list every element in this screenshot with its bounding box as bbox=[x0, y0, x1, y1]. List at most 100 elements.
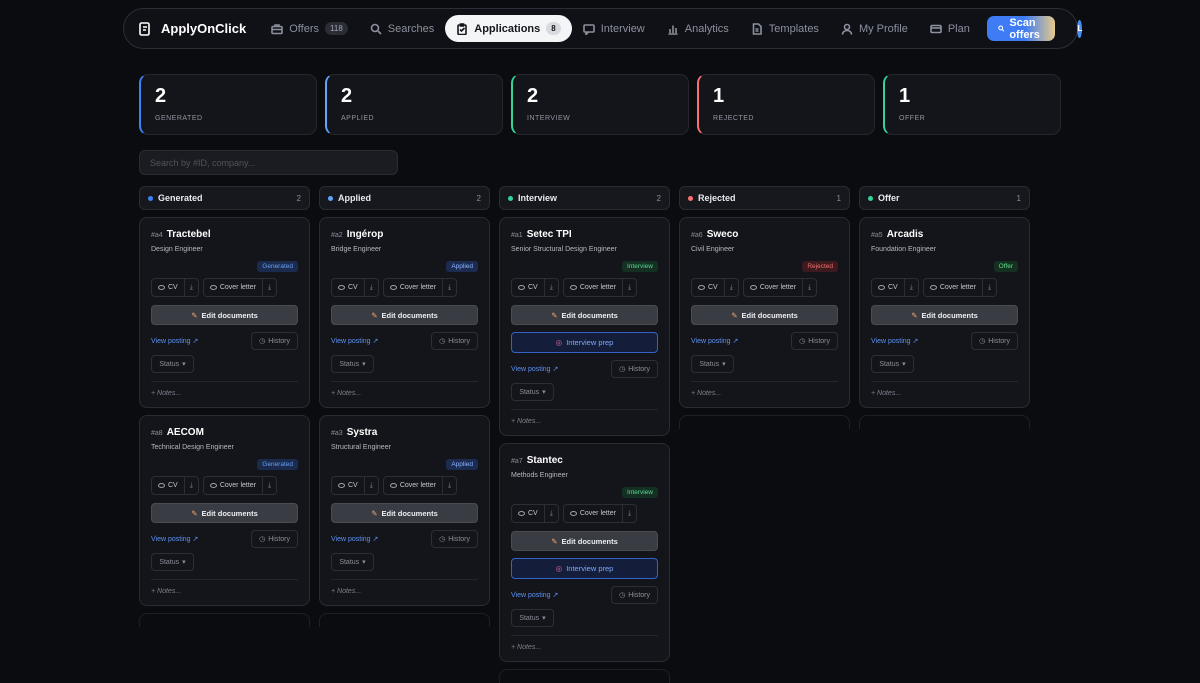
download-icon[interactable]: ⤓ bbox=[723, 279, 738, 296]
history-button[interactable]: ◷ History bbox=[431, 530, 478, 548]
nav-interview[interactable]: Interview bbox=[572, 15, 656, 42]
application-card[interactable]: #a5 Arcadis Foundation Engineer Offer CV ⤓… bbox=[859, 217, 1030, 408]
scan-offers-button[interactable]: Scan offers bbox=[986, 16, 1056, 41]
download-icon[interactable]: ⤓ bbox=[262, 477, 276, 494]
edit-documents-button[interactable]: ✎ Edit documents bbox=[151, 305, 298, 325]
status-dropdown[interactable]: Status ▾ bbox=[511, 383, 554, 401]
add-notes-link[interactable]: + Notes... bbox=[511, 644, 542, 651]
cover-letter-view-button[interactable]: Cover letter bbox=[564, 279, 622, 296]
cv-view-button[interactable]: CV bbox=[512, 279, 544, 296]
nav-applications[interactable]: Applications 8 bbox=[445, 15, 572, 42]
download-icon[interactable]: ⤓ bbox=[622, 279, 636, 296]
cover-letter-view-button[interactable]: Cover letter bbox=[204, 279, 262, 296]
history-button[interactable]: ◷ History bbox=[611, 360, 658, 378]
download-icon[interactable]: ⤓ bbox=[183, 477, 198, 494]
cv-view-button[interactable]: CV bbox=[512, 505, 544, 522]
stat-card-rejected[interactable]: 1 REJECTED bbox=[697, 74, 875, 135]
download-icon[interactable]: ⤓ bbox=[183, 279, 198, 296]
status-dropdown[interactable]: Status ▾ bbox=[871, 355, 914, 373]
status-dropdown[interactable]: Status ▾ bbox=[151, 553, 194, 571]
application-card[interactable]: #a2 Ingérop Bridge Engineer Applied CV ⤓ C… bbox=[319, 217, 490, 408]
status-dropdown[interactable]: Status ▾ bbox=[511, 609, 554, 627]
cover-letter-view-button[interactable]: Cover letter bbox=[744, 279, 802, 296]
add-notes-link[interactable]: + Notes... bbox=[151, 390, 182, 397]
download-icon[interactable]: ⤓ bbox=[543, 505, 558, 522]
cover-letter-view-button[interactable]: Cover letter bbox=[924, 279, 982, 296]
interview-prep-button[interactable]: ◎ Interview prep bbox=[511, 332, 658, 353]
nav-templates[interactable]: Templates bbox=[740, 15, 830, 42]
add-notes-link[interactable]: + Notes... bbox=[151, 588, 182, 595]
view-posting-link[interactable]: View posting ↗ bbox=[511, 365, 558, 373]
history-button[interactable]: ◷ History bbox=[251, 530, 298, 548]
download-icon[interactable]: ⤓ bbox=[982, 279, 996, 296]
nav-offers[interactable]: Offers 118 bbox=[260, 15, 359, 42]
application-card[interactable]: #a1 Setec TPI Senior Structural Design En… bbox=[499, 217, 670, 436]
download-icon[interactable]: ⤓ bbox=[903, 279, 918, 296]
stat-card-generated[interactable]: 2 GENERATED bbox=[139, 74, 317, 135]
cover-letter-view-button[interactable]: Cover letter bbox=[384, 279, 442, 296]
cover-letter-view-button[interactable]: Cover letter bbox=[564, 505, 622, 522]
view-posting-link[interactable]: View posting ↗ bbox=[331, 337, 378, 345]
cv-view-button[interactable]: CV bbox=[872, 279, 904, 296]
download-icon[interactable]: ⤓ bbox=[442, 477, 456, 494]
history-button[interactable]: ◷ History bbox=[791, 332, 838, 350]
status-dropdown[interactable]: Status ▾ bbox=[331, 355, 374, 373]
download-icon[interactable]: ⤓ bbox=[363, 477, 378, 494]
edit-documents-button[interactable]: ✎ Edit documents bbox=[691, 305, 838, 325]
nav-my-profile[interactable]: My Profile bbox=[830, 15, 919, 42]
history-button[interactable]: ◷ History bbox=[611, 586, 658, 604]
brand[interactable]: ApplyOnClick bbox=[138, 21, 246, 36]
nav-analytics[interactable]: Analytics bbox=[656, 15, 740, 42]
view-posting-link[interactable]: View posting ↗ bbox=[511, 591, 558, 599]
interview-prep-button[interactable]: ◎ Interview prep bbox=[511, 558, 658, 579]
edit-documents-button[interactable]: ✎ Edit documents bbox=[151, 503, 298, 523]
status-dropdown[interactable]: Status ▾ bbox=[331, 553, 374, 571]
stat-card-interview[interactable]: 2 INTERVIEW bbox=[511, 74, 689, 135]
add-notes-link[interactable]: + Notes... bbox=[511, 418, 542, 425]
view-posting-link[interactable]: View posting ↗ bbox=[331, 535, 378, 543]
download-icon[interactable]: ⤓ bbox=[543, 279, 558, 296]
download-icon[interactable]: ⤓ bbox=[622, 505, 636, 522]
cover-letter-view-button[interactable]: Cover letter bbox=[384, 477, 442, 494]
edit-documents-button[interactable]: ✎ Edit documents bbox=[511, 305, 658, 325]
download-icon[interactable]: ⤓ bbox=[262, 279, 276, 296]
download-icon[interactable]: ⤓ bbox=[442, 279, 456, 296]
history-button[interactable]: ◷ History bbox=[431, 332, 478, 350]
cv-view-button[interactable]: CV bbox=[692, 279, 724, 296]
view-posting-link[interactable]: View posting ↗ bbox=[691, 337, 738, 345]
cv-view-button[interactable]: CV bbox=[332, 477, 364, 494]
view-posting-link[interactable]: View posting ↗ bbox=[871, 337, 918, 345]
nav-plan[interactable]: Plan bbox=[919, 15, 981, 42]
view-posting-link[interactable]: View posting ↗ bbox=[151, 535, 198, 543]
view-posting-link[interactable]: View posting ↗ bbox=[151, 337, 198, 345]
application-card[interactable]: #a8 AECOM Technical Design Engineer Gener… bbox=[139, 415, 310, 606]
history-button[interactable]: ◷ History bbox=[971, 332, 1018, 350]
add-notes-link[interactable]: + Notes... bbox=[331, 588, 362, 595]
nav-searches[interactable]: Searches bbox=[359, 15, 445, 42]
edit-documents-button[interactable]: ✎ Edit documents bbox=[331, 503, 478, 523]
download-icon[interactable]: ⤓ bbox=[363, 279, 378, 296]
cv-view-button[interactable]: CV bbox=[332, 279, 364, 296]
avatar[interactable]: L bbox=[1077, 19, 1083, 38]
application-card[interactable]: #a7 Stantec Methods Engineer Interview CV… bbox=[499, 443, 670, 662]
history-button[interactable]: ◷ History bbox=[251, 332, 298, 350]
status-dropdown[interactable]: Status ▾ bbox=[151, 355, 194, 373]
cover-letter-view-button[interactable]: Cover letter bbox=[204, 477, 262, 494]
add-notes-link[interactable]: + Notes... bbox=[871, 390, 902, 397]
download-icon[interactable]: ⤓ bbox=[802, 279, 816, 296]
edit-documents-button[interactable]: ✎ Edit documents bbox=[511, 531, 658, 551]
add-notes-link[interactable]: + Notes... bbox=[691, 390, 722, 397]
cv-view-button[interactable]: CV bbox=[152, 279, 184, 296]
stat-card-applied[interactable]: 2 APPLIED bbox=[325, 74, 503, 135]
edit-documents-button[interactable]: ✎ Edit documents bbox=[331, 305, 478, 325]
search-input[interactable] bbox=[139, 150, 398, 175]
application-card[interactable]: #a6 Sweco Civil Engineer Rejected CV ⤓ Cov… bbox=[679, 217, 850, 408]
stat-card-offer[interactable]: 1 OFFER bbox=[883, 74, 1061, 135]
edit-documents-label: Edit documents bbox=[561, 536, 618, 546]
edit-documents-button[interactable]: ✎ Edit documents bbox=[871, 305, 1018, 325]
application-card[interactable]: #a3 Systra Structural Engineer Applied CV… bbox=[319, 415, 490, 606]
status-dropdown[interactable]: Status ▾ bbox=[691, 355, 734, 373]
application-card[interactable]: #a4 Tractebel Design Engineer Generated C… bbox=[139, 217, 310, 408]
cv-view-button[interactable]: CV bbox=[152, 477, 184, 494]
add-notes-link[interactable]: + Notes... bbox=[331, 390, 362, 397]
